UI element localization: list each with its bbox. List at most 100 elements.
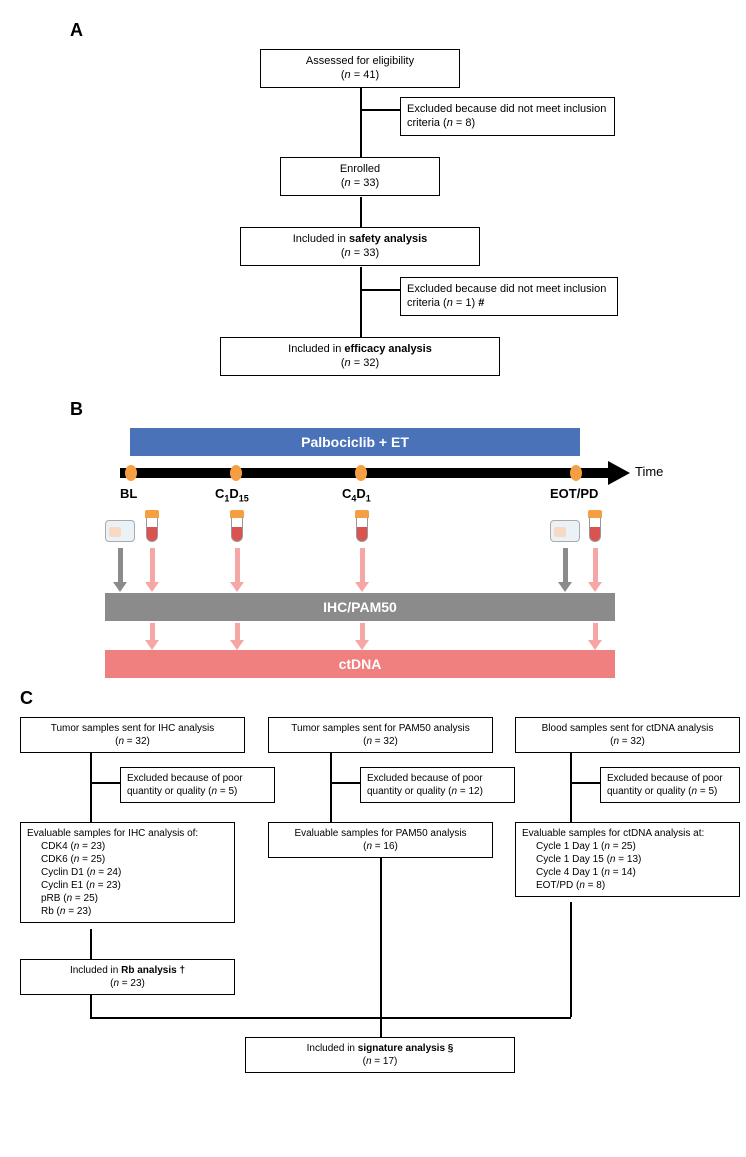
c3-v1 xyxy=(570,752,572,822)
slide-eot xyxy=(550,520,580,542)
c3-top: Blood samples sent for ctDNA analysis (n… xyxy=(515,717,740,753)
tp-c4 xyxy=(355,465,367,481)
c2-eval: Evaluable samples for PAM50 analysis (n … xyxy=(268,822,493,858)
tp-bl xyxy=(125,465,137,481)
c3-top-text: Blood samples sent for ctDNA analysis xyxy=(522,722,733,735)
sig-v-left xyxy=(90,995,92,1017)
tp-c1 xyxy=(230,465,242,481)
c1-eval-item: Rb (n = 23) xyxy=(41,905,228,918)
red-arrow-bl-2 xyxy=(150,623,155,641)
sig-h xyxy=(90,1017,571,1019)
box-efficacy: Included in efficacy analysis (n = 32) xyxy=(220,337,500,376)
timeline-arrow xyxy=(608,461,630,485)
c3-eval-item: Cycle 1 Day 15 (n = 13) xyxy=(536,853,733,866)
red-arrow-c1-2 xyxy=(235,623,240,641)
line-a5 xyxy=(360,297,362,337)
red-arrow-c4-1 xyxy=(360,548,365,583)
c3-eval: Evaluable samples for ctDNA analysis at:… xyxy=(515,822,740,897)
red-arrow-eot-2 xyxy=(593,623,598,641)
c3-eval-list: Cycle 1 Day 1 (n = 25)Cycle 1 Day 15 (n … xyxy=(522,840,733,892)
box-safety: Included in safety analysis (n = 33) xyxy=(240,227,480,266)
c1-eval-item: pRB (n = 25) xyxy=(41,892,228,905)
assessed-n: (n = 41) xyxy=(267,68,453,82)
c3-eval-item: EOT/PD (n = 8) xyxy=(536,879,733,892)
line-a3 xyxy=(360,197,362,227)
red-arrow-c4-2 xyxy=(360,623,365,641)
safety-n: (n = 33) xyxy=(247,246,473,260)
c1-rb-n: (n = 23) xyxy=(27,977,228,990)
c2-eval-n: (n = 16) xyxy=(275,840,486,853)
c1-excl: Excluded because of poor quantity or qua… xyxy=(120,767,275,803)
box-enrolled: Enrolled (n = 33) xyxy=(280,157,440,196)
safety-text: Included in safety analysis xyxy=(247,232,473,246)
signature-box: Included in signature analysis § (n = 17… xyxy=(245,1037,515,1073)
tube-c4 xyxy=(355,510,369,544)
tube-eot xyxy=(588,510,602,544)
tp-eot xyxy=(570,465,582,481)
c1-top-text: Tumor samples sent for IHC analysis xyxy=(27,722,238,735)
grey-arrow-eot xyxy=(563,548,568,583)
c1-top-n: (n = 32) xyxy=(27,735,238,748)
line-a1h xyxy=(360,109,400,111)
tube-c1 xyxy=(230,510,244,544)
enrolled-text: Enrolled xyxy=(287,162,433,176)
c2-top-n: (n = 32) xyxy=(275,735,486,748)
c1-top: Tumor samples sent for IHC analysis (n =… xyxy=(20,717,245,753)
c2-top: Tumor samples sent for PAM50 analysis (n… xyxy=(268,717,493,753)
box-assessed: Assessed for eligibility (n = 41) xyxy=(260,49,460,88)
c1-h1 xyxy=(90,782,120,784)
c1-eval-title: Evaluable samples for IHC analysis of: xyxy=(27,827,228,840)
c1-eval-item: Cyclin E1 (n = 23) xyxy=(41,879,228,892)
c3-eval-item: Cycle 4 Day 1 (n = 14) xyxy=(536,866,733,879)
tube-bl xyxy=(145,510,159,544)
panel-c-label: C xyxy=(20,688,736,709)
line-a4h xyxy=(360,289,400,291)
c3-excl: Excluded because of poor quantity or qua… xyxy=(600,767,740,803)
red-arrow-eot-1 xyxy=(593,548,598,583)
c3-h1 xyxy=(570,782,600,784)
ctdna-banner: ctDNA xyxy=(105,650,615,678)
sig-text: Included in signature analysis § xyxy=(252,1042,508,1055)
c1-eval-item: CDK6 (n = 25) xyxy=(41,853,228,866)
sig-n: (n = 17) xyxy=(252,1055,508,1068)
c2-top-text: Tumor samples sent for PAM50 analysis xyxy=(275,722,486,735)
c3-eval-title: Evaluable samples for ctDNA analysis at: xyxy=(522,827,733,840)
c1-eval-item: CDK4 (n = 23) xyxy=(41,840,228,853)
efficacy-n: (n = 32) xyxy=(227,356,493,370)
enrolled-n: (n = 33) xyxy=(287,176,433,190)
c2-excl: Excluded because of poor quantity or qua… xyxy=(360,767,515,803)
label-eot: EOT/PD xyxy=(550,486,598,501)
c3-eval-item: Cycle 1 Day 1 (n = 25) xyxy=(536,840,733,853)
c1-eval-item: Cyclin D1 (n = 24) xyxy=(41,866,228,879)
assessed-text: Assessed for eligibility xyxy=(267,54,453,68)
ihc-banner: IHC/PAM50 xyxy=(105,593,615,621)
c2-h1 xyxy=(330,782,360,784)
c3-top-n: (n = 32) xyxy=(522,735,733,748)
grey-arrow-bl xyxy=(118,548,123,583)
label-c1d15: C1D15 xyxy=(215,486,249,504)
red-arrow-c1-1 xyxy=(235,548,240,583)
slide-bl xyxy=(105,520,135,542)
panel-c: Tumor samples sent for IHC analysis (n =… xyxy=(10,717,736,1137)
label-bl: BL xyxy=(120,486,137,501)
line-a1 xyxy=(360,87,362,117)
efficacy-text: Included in efficacy analysis xyxy=(227,342,493,356)
red-arrow-bl-1 xyxy=(150,548,155,583)
line-a2 xyxy=(360,117,362,157)
panel-a: Assessed for eligibility (n = 41) Exclud… xyxy=(10,49,736,479)
c1-rb: Included in Rb analysis † (n = 23) xyxy=(20,959,235,995)
panel-a-label: A xyxy=(70,20,736,41)
label-c4d1: C4D1 xyxy=(342,486,371,504)
box-excluded2: Excluded because did not meet inclusion … xyxy=(400,277,618,316)
c1-rb-text: Included in Rb analysis † xyxy=(27,964,228,977)
c2-v1 xyxy=(330,752,332,822)
sig-v-mid xyxy=(380,857,382,1037)
box-excluded1: Excluded because did not meet inclusion … xyxy=(400,97,615,136)
c1-v2 xyxy=(90,929,92,959)
time-label: Time xyxy=(635,464,663,479)
panel-b: Palbociclib + ET Time BL C1D15 C4D1 EOT/… xyxy=(10,428,736,688)
c1-eval: Evaluable samples for IHC analysis of: C… xyxy=(20,822,235,923)
c2-eval-text: Evaluable samples for PAM50 analysis xyxy=(275,827,486,840)
treatment-banner: Palbociclib + ET xyxy=(130,428,580,456)
line-a4 xyxy=(360,267,362,297)
